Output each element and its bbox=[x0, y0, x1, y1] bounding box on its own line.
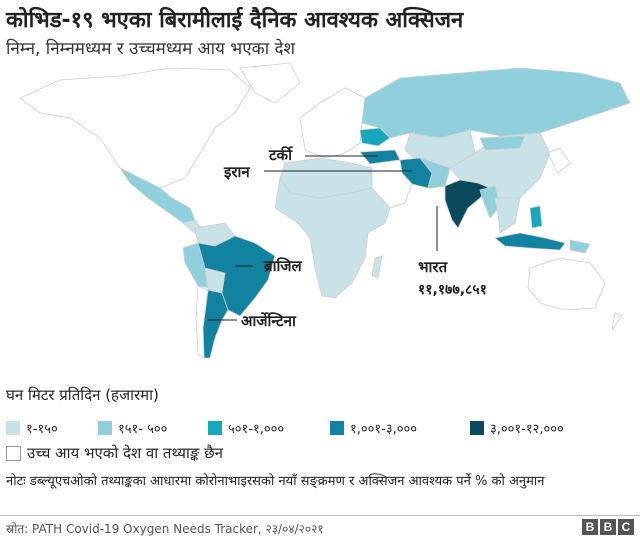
legend-swatch bbox=[6, 421, 20, 435]
world-map bbox=[19, 62, 631, 359]
legend-swatch bbox=[330, 421, 344, 435]
europe bbox=[299, 87, 366, 159]
legend-label: १५१- ५०० bbox=[118, 422, 168, 437]
map-label-turkey: टर्की bbox=[269, 146, 292, 164]
ukraine bbox=[359, 127, 391, 147]
new-zealand bbox=[611, 312, 623, 331]
bangladesh-myanmar bbox=[479, 185, 501, 219]
legend-item: १५१- ५०० bbox=[98, 419, 167, 437]
north-america bbox=[19, 67, 251, 189]
divider bbox=[0, 515, 640, 516]
southeast-asia bbox=[494, 197, 521, 234]
map-label-argentina: आर्जेन्टिना bbox=[241, 312, 296, 330]
legend-swatch bbox=[470, 421, 484, 435]
legend-item: १,००१-३,००० bbox=[330, 419, 417, 437]
legend-swatch bbox=[208, 421, 222, 435]
africa bbox=[274, 176, 391, 299]
indonesia bbox=[494, 232, 566, 251]
greenland bbox=[239, 62, 301, 104]
logo-letter: B bbox=[600, 519, 616, 535]
chart-title: कोभिड-१९ भएका बिरामीलाई दैनिक आवश्यक अक्… bbox=[6, 8, 464, 33]
footnote: नोटः डब्ल्यूएचओको तथ्याङ्कका आधारमा कोरो… bbox=[6, 474, 545, 489]
logo-letter: C bbox=[618, 519, 634, 535]
legend-label: उच्च आय भएको देश वा तथ्याङ्क छैन bbox=[27, 444, 223, 462]
map-label-brazil: ब्राजिल bbox=[264, 257, 302, 275]
legend-label: १-१५० bbox=[26, 422, 58, 437]
japan-korea bbox=[547, 147, 571, 174]
philippines bbox=[529, 205, 543, 229]
legend-label: ३,००१-१२,००० bbox=[490, 422, 564, 437]
legend-swatch bbox=[6, 445, 21, 461]
legend-item: ३,००१-१२,००० bbox=[470, 419, 564, 437]
legend-label: ५०१-१,००० bbox=[228, 422, 285, 437]
australia bbox=[527, 257, 606, 311]
mongolia bbox=[479, 135, 526, 151]
chile bbox=[195, 285, 209, 359]
chart-subtitle: निम्न, निम्नमध्यम र उच्चमध्यम आय भएका दे… bbox=[6, 39, 296, 59]
map-label-india-value: ११,१७७,८५१ bbox=[418, 282, 487, 298]
india bbox=[444, 179, 491, 229]
source-text: स्रोत: PATH Covid-19 Oxygen Needs Tracke… bbox=[6, 522, 324, 536]
legend-swatch bbox=[98, 421, 112, 435]
legend-no-data: उच्च आय भएको देश वा तथ्याङ्क छैन bbox=[6, 443, 223, 463]
logo-letter: B bbox=[582, 519, 598, 535]
brazil bbox=[197, 235, 276, 317]
legend-title: घन मिटर प्रतिदिन (हजारमा) bbox=[6, 386, 159, 404]
madagascar bbox=[371, 255, 383, 279]
papua bbox=[569, 239, 591, 254]
map-label-india: भारत bbox=[418, 258, 448, 276]
legend-label: १,००१-३,००० bbox=[350, 422, 418, 437]
legend-item: १-१५० bbox=[6, 419, 58, 437]
russia bbox=[361, 67, 631, 139]
map-label-iran: इरान bbox=[224, 163, 250, 181]
legend-item: ५०१-१,००० bbox=[208, 419, 284, 437]
